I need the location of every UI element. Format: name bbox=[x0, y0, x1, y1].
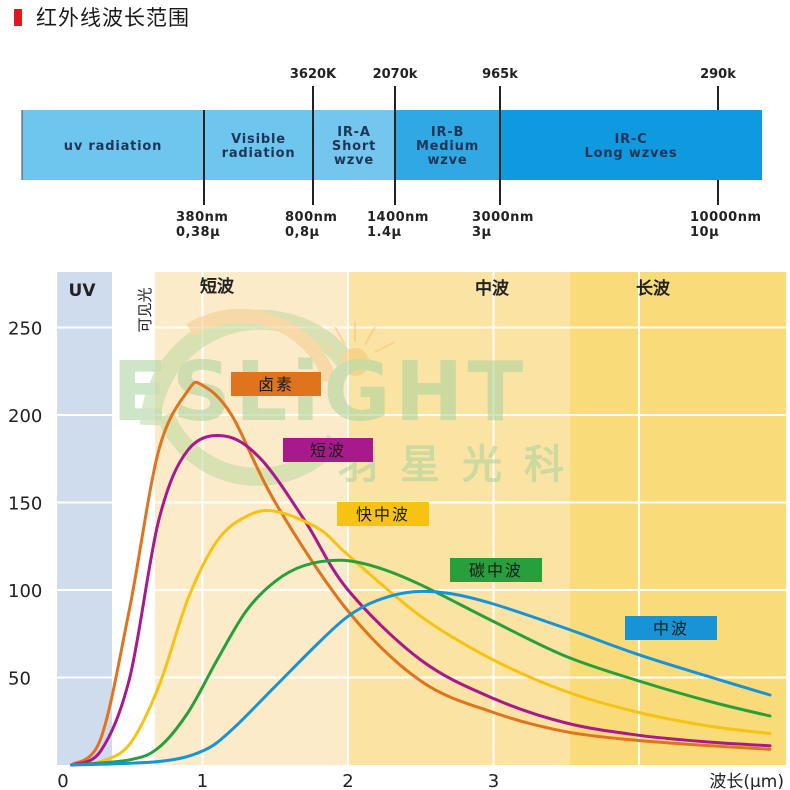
brand-watermark: ESLiGHT羽星光科 bbox=[112, 308, 586, 488]
y-tick-label: 150 bbox=[8, 494, 42, 515]
series-legend-2: 快中波 bbox=[337, 502, 429, 526]
chart-curves bbox=[70, 380, 772, 767]
series-legend-3: 碳中波 bbox=[450, 558, 542, 582]
segment-label: IR-B bbox=[431, 125, 464, 140]
svg-text:短波: 短波 bbox=[310, 441, 346, 460]
segment-label: IR-C bbox=[615, 132, 648, 147]
segment-label: Visible bbox=[231, 132, 286, 147]
page-title: 红外线波长范围 bbox=[36, 6, 190, 30]
segment-label: IR-A bbox=[337, 125, 371, 140]
region-label-visible: 可见光 bbox=[136, 287, 154, 332]
x-tick-label: 1 bbox=[197, 771, 208, 790]
segment-label: Medium bbox=[416, 139, 479, 154]
wavelength-nm-tick: 800nm bbox=[285, 210, 337, 225]
x-tick-label: 0 bbox=[57, 771, 68, 790]
x-axis-label: 波长(μm) bbox=[709, 772, 784, 790]
wavelength-um-tick: 10μ bbox=[690, 225, 719, 240]
svg-text:中波: 中波 bbox=[653, 619, 689, 638]
svg-text:快中波: 快中波 bbox=[356, 505, 410, 524]
wavelength-nm-tick: 10000nm bbox=[690, 210, 762, 225]
wavelength-nm-tick: 3000nm bbox=[472, 210, 534, 225]
page-header: 红外线波长范围 bbox=[14, 4, 190, 30]
segment-label: Short bbox=[332, 139, 376, 154]
y-tick-label: 50 bbox=[8, 669, 31, 690]
region-1 bbox=[112, 272, 155, 765]
region-label-short: 短波 bbox=[200, 276, 235, 297]
spectrum-segment: uv radiation bbox=[22, 110, 204, 180]
region-4 bbox=[570, 272, 786, 765]
wavelength-um-tick: 3μ bbox=[472, 225, 492, 240]
title-marker bbox=[14, 8, 22, 26]
wavelength-nm-tick: 380nm bbox=[176, 210, 228, 225]
wavelength-nm-tick: 1400nm bbox=[367, 210, 429, 225]
series-legend-0: 卤素 bbox=[231, 372, 321, 396]
y-tick-label: 100 bbox=[8, 581, 42, 602]
chart-axes: 50 100 150 200 250 0 1 2 3 波长(μm) bbox=[8, 319, 784, 790]
series-curve-0 bbox=[70, 380, 772, 767]
spectrum-bar: uv radiation VisibleradiationIR-AShortwzv… bbox=[21, 67, 762, 240]
segment-label: radiation bbox=[222, 146, 296, 161]
segment-label: Long wzves bbox=[585, 146, 678, 161]
x-tick-label: 3 bbox=[488, 771, 499, 790]
chart-regions bbox=[57, 272, 786, 765]
segment-label: wzve bbox=[334, 153, 374, 168]
series-curve-3 bbox=[70, 558, 772, 767]
segment-label: uv radiation bbox=[64, 139, 162, 154]
y-tick-label: 250 bbox=[8, 319, 42, 340]
region-label-medium: 中波 bbox=[475, 278, 510, 299]
region-label-long: 长波 bbox=[636, 278, 671, 299]
y-tick-label: 200 bbox=[8, 406, 42, 427]
watermark-brand-cn: 羽星光科 bbox=[338, 442, 586, 488]
svg-text:碳中波: 碳中波 bbox=[469, 561, 523, 580]
wavelength-um-tick: 0,8μ bbox=[285, 225, 320, 240]
region-0 bbox=[57, 272, 112, 765]
x-tick-label: 2 bbox=[342, 771, 353, 790]
temperature-tick: 290k bbox=[700, 67, 736, 82]
series-legend-1: 短波 bbox=[283, 438, 373, 462]
temperature-tick: 965k bbox=[482, 67, 518, 82]
region-label-uv: UV bbox=[69, 281, 97, 301]
segment-label: wzve bbox=[427, 153, 467, 168]
series-legend-4: 中波 bbox=[625, 616, 717, 640]
series-curve-2 bbox=[70, 509, 772, 767]
temperature-tick: 2070k bbox=[373, 67, 418, 82]
temperature-tick: 3620K bbox=[290, 67, 337, 82]
wavelength-um-tick: 1.4μ bbox=[367, 225, 402, 240]
svg-text:卤素: 卤素 bbox=[258, 375, 294, 394]
wavelength-um-tick: 0,38μ bbox=[176, 225, 220, 240]
series-curve-4 bbox=[70, 589, 772, 767]
